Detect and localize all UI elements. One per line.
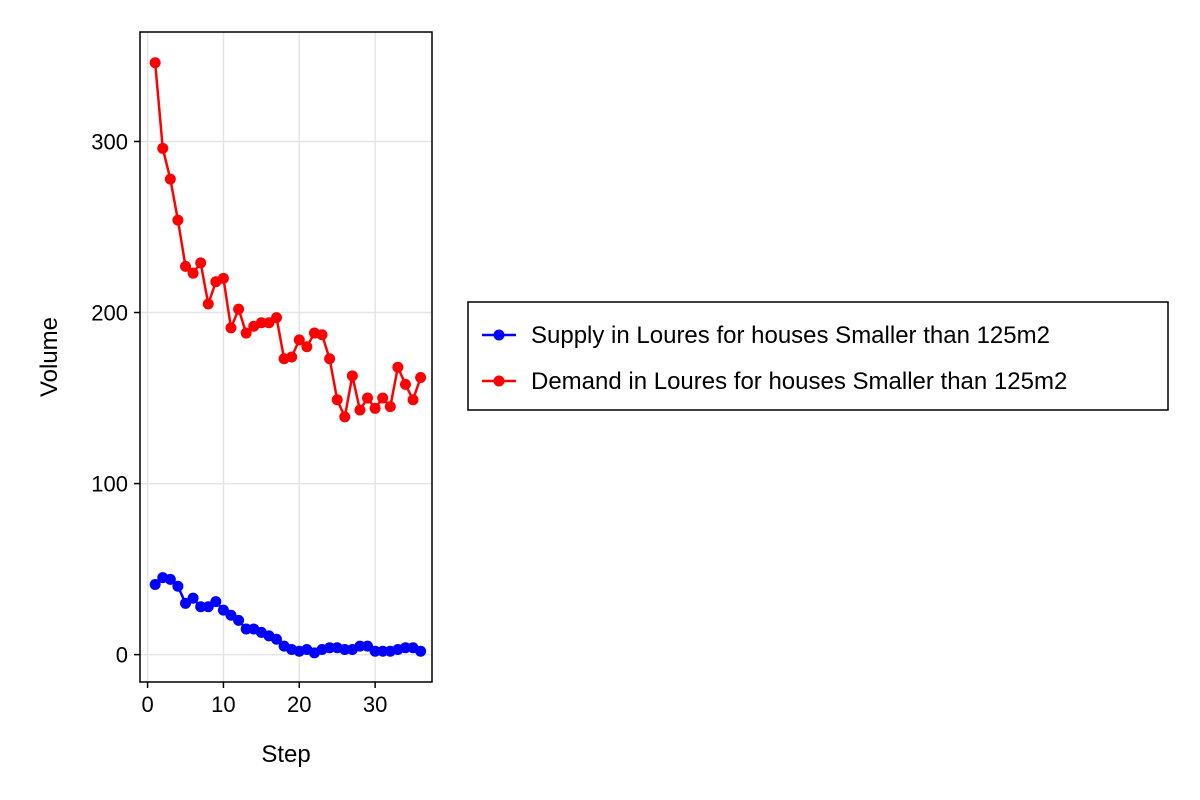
data-point-series-1	[240, 327, 252, 339]
legend: Supply in Loures for houses Smaller than…	[467, 301, 1169, 411]
x-axis-title: Step	[261, 741, 310, 768]
data-point-series-0	[172, 580, 184, 592]
data-point-series-1	[324, 353, 336, 365]
data-point-series-1	[164, 173, 176, 185]
data-point-series-1	[217, 272, 229, 284]
legend-label-0: Supply in Loures for houses Smaller than…	[531, 322, 1050, 349]
y-axis-title: Volume	[36, 317, 63, 397]
grid-lines	[140, 32, 432, 682]
data-point-series-0	[369, 645, 381, 657]
data-point-series-1	[407, 394, 419, 406]
data-point-series-1	[339, 411, 351, 423]
series-line-1	[153, 62, 422, 419]
legend-marker-0	[493, 329, 505, 341]
data-point-series-0	[271, 633, 283, 645]
y-tick-label: 100	[91, 472, 128, 497]
data-point-series-1	[172, 214, 184, 226]
y-tick-label: 0	[116, 643, 128, 668]
data-point-series-1	[202, 298, 214, 310]
y-tick-label: 200	[91, 301, 128, 326]
data-point-series-1	[316, 329, 328, 341]
data-point-series-1	[399, 378, 411, 390]
data-point-series-0	[195, 601, 207, 613]
data-point-series-0	[324, 642, 336, 654]
data-point-series-1	[187, 267, 199, 279]
x-tick-label: 10	[211, 692, 235, 717]
data-point-series-1	[233, 303, 245, 315]
x-tick-label: 30	[363, 692, 387, 717]
data-point-series-0	[233, 614, 245, 626]
data-point-series-1	[195, 257, 207, 269]
data-point-series-1	[293, 334, 305, 346]
data-point-series-0	[149, 579, 161, 590]
data-point-series-0	[240, 623, 252, 635]
data-point-series-0	[339, 644, 351, 655]
data-point-series-1	[354, 404, 366, 416]
data-point-series-1	[149, 57, 161, 69]
legend-frame	[467, 301, 1169, 411]
data-point-series-1	[377, 392, 389, 404]
data-point-series-1	[384, 401, 396, 413]
data-point-series-1	[392, 361, 404, 373]
data-point-series-0	[399, 642, 411, 654]
legend-label-1: Demand in Loures for houses Smaller than…	[531, 368, 1067, 395]
plot-frame	[139, 31, 433, 683]
data-point-series-1	[369, 402, 381, 414]
data-point-series-0	[187, 592, 199, 604]
data-point-series-1	[286, 351, 298, 363]
x-tick-label: 0	[141, 692, 153, 717]
data-point-series-0	[354, 640, 366, 652]
y-tick-label: 300	[91, 129, 128, 154]
data-point-series-0	[210, 596, 222, 608]
data-point-series-0	[377, 645, 389, 657]
data-point-series-1	[301, 341, 313, 353]
data-point-series-1	[255, 317, 267, 329]
legend-marker-1	[493, 375, 505, 387]
data-point-series-1	[180, 260, 192, 272]
series-line-0	[154, 576, 422, 655]
data-point-series-1	[346, 370, 358, 382]
legend-items: Supply in Loures for houses Smaller than…	[482, 322, 1067, 395]
data-point-series-1	[271, 312, 283, 324]
data-point-series-1	[157, 142, 169, 154]
data-point-series-1	[362, 392, 374, 404]
x-tick-label: 20	[287, 692, 311, 717]
data-point-series-0	[415, 645, 427, 657]
data-point-series-1	[225, 322, 237, 334]
data-point-series-1	[331, 394, 343, 406]
series-layer	[149, 57, 427, 659]
data-point-series-1	[415, 372, 427, 384]
data-point-series-0	[164, 573, 176, 585]
